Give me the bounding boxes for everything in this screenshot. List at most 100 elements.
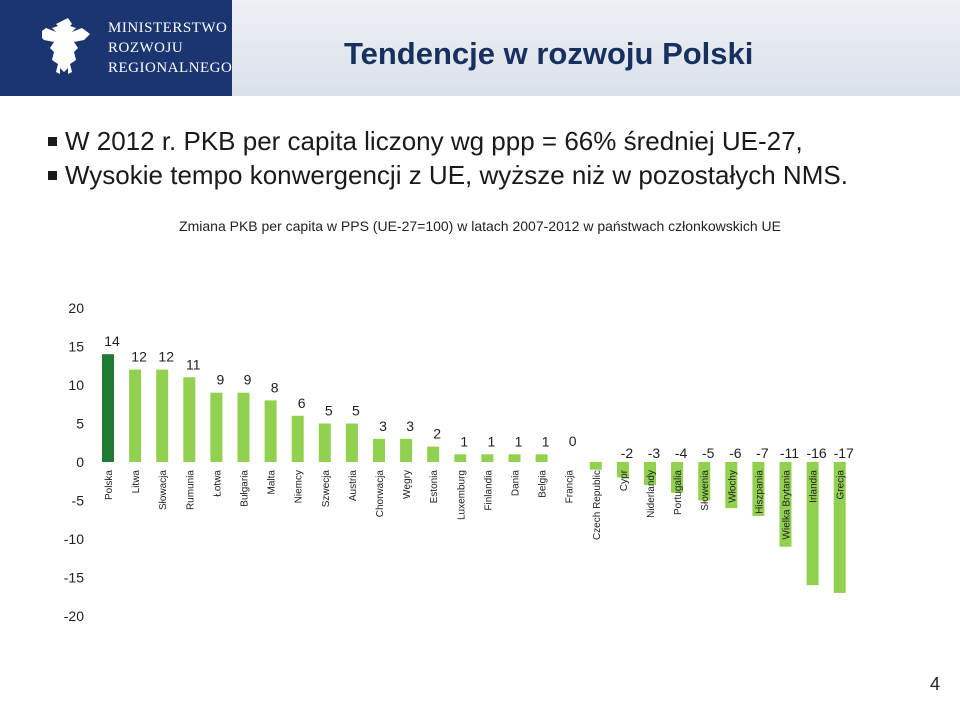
category-label: Francja — [565, 470, 576, 504]
bar — [508, 454, 521, 462]
data-label: -6 — [729, 445, 742, 461]
bar — [454, 454, 467, 462]
category-label: Estonia — [429, 470, 440, 504]
ministry-logo: MINISTERSTWO ROZWOJU REGIONALNEGO — [0, 0, 232, 96]
bullet-item: Wysokie tempo konwergencji z UE, wyższe … — [48, 158, 848, 192]
category-label: Bułgaria — [240, 470, 251, 507]
category-label: Węgry — [402, 470, 413, 499]
header-bar: MINISTERSTWO ROZWOJU REGIONALNEGO Tenden… — [0, 0, 960, 96]
category-label: Szwecja — [321, 470, 332, 508]
category-label: Austria — [348, 470, 359, 502]
category-label: Słowacja — [158, 470, 169, 510]
data-label: 8 — [271, 379, 279, 395]
bar — [291, 415, 304, 462]
bar — [400, 438, 413, 462]
bar — [481, 454, 494, 462]
category-label: Łotwa — [212, 470, 223, 497]
y-tick-label: 15 — [68, 339, 84, 355]
ministry-line-2: ROZWOJU — [108, 40, 184, 56]
y-tick-label: -10 — [64, 531, 84, 547]
data-label: 14 — [104, 333, 120, 349]
y-tick-label: 10 — [68, 377, 84, 393]
bar — [427, 446, 440, 462]
bullet-square-icon — [48, 136, 57, 146]
category-label: Litwa — [131, 470, 142, 494]
bullet-list: W 2012 r. PKB per capita liczony wg ppp … — [48, 124, 848, 192]
data-label: 0 — [569, 433, 577, 449]
data-label: 6 — [298, 395, 306, 411]
bar — [833, 462, 846, 593]
category-label: Włochy — [727, 470, 738, 503]
bar — [210, 392, 223, 462]
y-tick-label: 20 — [68, 300, 84, 316]
bar — [671, 462, 684, 493]
bullet-text: W 2012 r. PKB per capita liczony wg ppp … — [65, 125, 803, 156]
bar — [156, 369, 169, 462]
data-label: 2 — [433, 426, 441, 442]
bar — [752, 462, 765, 516]
bar — [779, 462, 792, 547]
category-label: Wielka Brytania — [782, 470, 793, 540]
category-label: Finlandia — [483, 470, 494, 511]
data-label: 12 — [158, 349, 174, 365]
bar — [644, 462, 656, 486]
bar — [345, 423, 358, 462]
bar — [237, 392, 250, 462]
bar-chart: 20151050-5-10-15-2014Polska12Litwa12Słow… — [64, 300, 854, 624]
bar — [318, 423, 331, 462]
y-tick-label: -20 — [64, 608, 84, 624]
data-label: -2 — [621, 445, 634, 461]
category-label: Niderlandy — [646, 470, 657, 518]
data-label: -11 — [780, 445, 799, 461]
data-label: -5 — [702, 445, 715, 461]
y-tick-label: -5 — [72, 493, 85, 509]
category-label: Hiszpania — [754, 470, 765, 514]
data-label: -16 — [806, 445, 826, 461]
bar — [183, 377, 196, 462]
category-label: Słowenia — [700, 470, 711, 511]
category-label: Niemcy — [294, 470, 305, 503]
ministry-line-1: MINISTERSTWO — [108, 20, 228, 36]
data-label: 5 — [352, 403, 360, 419]
bar — [616, 462, 629, 478]
bar — [102, 354, 114, 462]
bar — [806, 462, 819, 586]
bar — [264, 400, 277, 462]
data-label: 12 — [131, 349, 147, 365]
page-number: 4 — [929, 674, 940, 694]
bar — [589, 462, 602, 470]
data-label: -17 — [834, 445, 854, 461]
data-label: -7 — [756, 445, 769, 461]
category-label: Rumunia — [185, 470, 196, 510]
category-label: Cypr — [619, 469, 630, 491]
eagle-emblem-icon — [42, 18, 90, 74]
data-label: 1 — [515, 433, 523, 449]
data-label: -4 — [675, 445, 688, 461]
ministry-line-3: REGIONALNEGO — [108, 60, 233, 76]
data-label: 9 — [244, 372, 252, 388]
category-label: Czech Republic — [592, 470, 603, 540]
category-label: Portugalia — [673, 470, 684, 515]
data-label: 3 — [406, 418, 414, 434]
y-tick-label: 5 — [76, 416, 84, 432]
category-label: Chorwacja — [375, 470, 386, 518]
data-label: 1 — [542, 433, 550, 449]
data-label: 3 — [379, 418, 387, 434]
data-label: 11 — [186, 356, 201, 372]
bar — [725, 462, 738, 509]
chart-title: Zmiana PKB per capita w PPS (UE-27=100) … — [179, 218, 781, 234]
bar — [535, 454, 548, 462]
category-label: Polska — [104, 470, 115, 500]
data-label: 1 — [488, 433, 496, 449]
category-label: Irlandia — [809, 470, 820, 503]
category-label: Grecja — [836, 470, 847, 500]
data-label: 5 — [325, 403, 333, 419]
category-label: Dania — [511, 470, 522, 497]
page-title: Tendencje w rozwoju Polski — [344, 36, 754, 71]
y-tick-label: 0 — [76, 454, 84, 470]
data-label: 9 — [217, 372, 225, 388]
bar — [698, 462, 711, 501]
bullet-square-icon — [48, 170, 57, 180]
category-label: Belgia — [538, 470, 549, 498]
bar — [129, 369, 142, 462]
